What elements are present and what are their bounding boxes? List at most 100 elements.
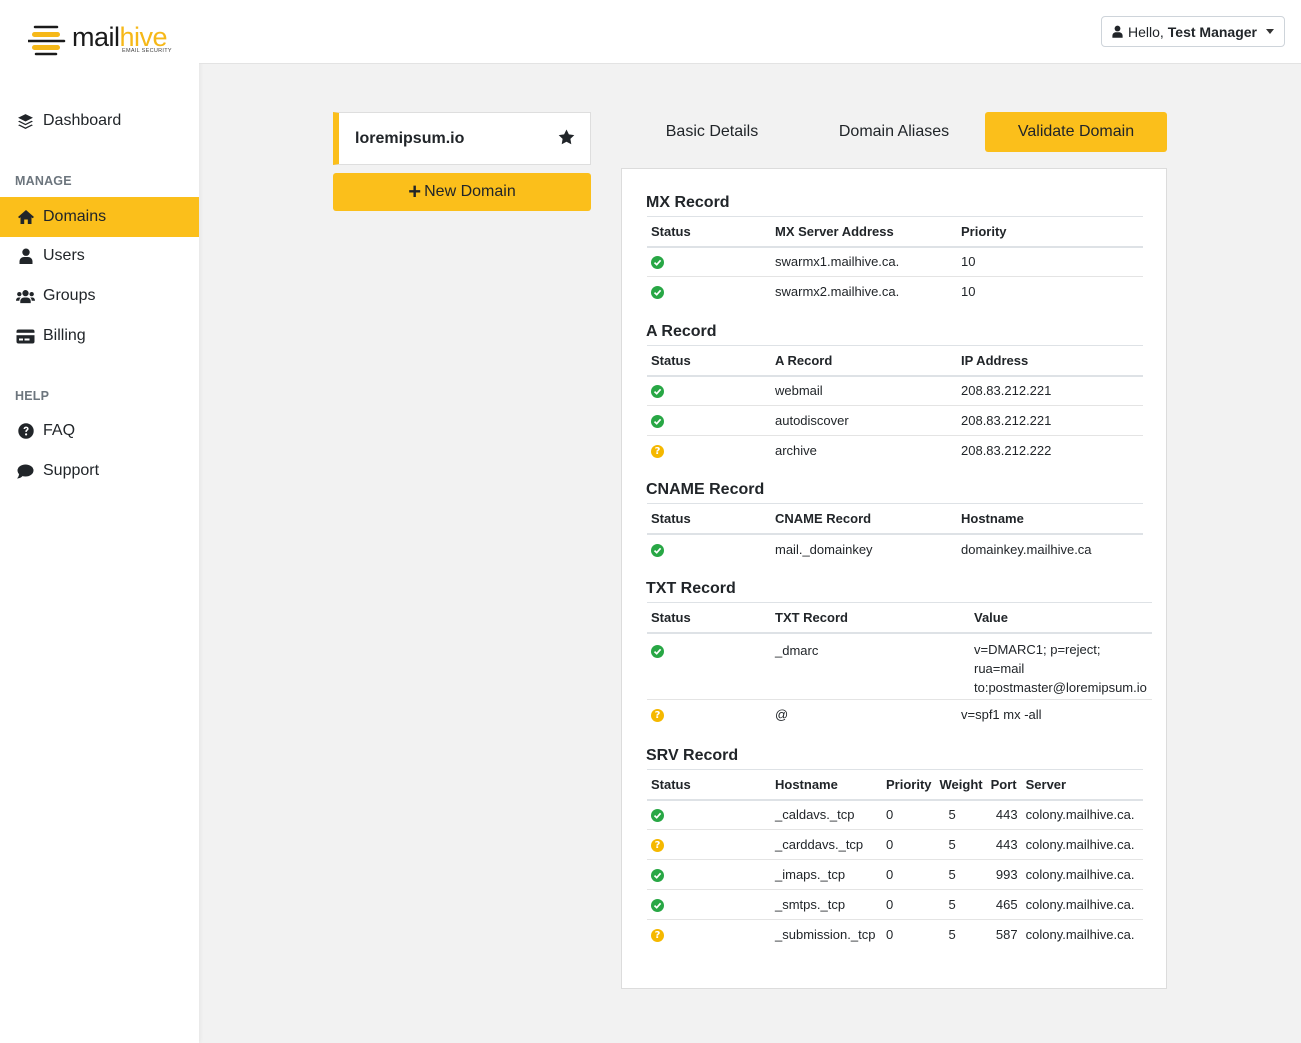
srv-weight: 5 [948, 927, 956, 943]
cname-record-name: mail._domainkey [775, 541, 873, 557]
user-name: Test Manager [1167, 23, 1257, 40]
ip-address: 208.83.212.221 [957, 405, 1143, 436]
column-header: Hostname [771, 769, 882, 801]
column-header: Priority [957, 216, 1143, 248]
column-header: Status [647, 345, 771, 377]
tab-basic-details[interactable]: Basic Details [665, 123, 759, 140]
user-icon [1112, 25, 1123, 38]
srv-weight: 5 [935, 829, 987, 860]
srv-port: 465 [986, 889, 1022, 920]
sidebar-item-billing[interactable]: Billing [0, 316, 199, 356]
user-menu-button[interactable]: Hello, Test Manager [1100, 16, 1285, 47]
logo-hive-icon [28, 25, 66, 56]
help-heading: HELP [15, 389, 50, 403]
srv-port: 443 [986, 829, 1022, 860]
check-circle-icon [651, 543, 664, 557]
logo-wordmark: mailhive [72, 22, 168, 52]
a-record-name: webmail [771, 375, 957, 406]
question-circle-icon: ? [651, 929, 664, 943]
column-header: Priority [882, 769, 936, 801]
check-circle-icon [651, 415, 664, 429]
sidebar-item-label: Domains [43, 208, 107, 225]
question-circle-icon: ? [651, 445, 664, 459]
table-row: ? _carddavs._tcp 0 5 443 colony.mailhive… [647, 829, 1143, 860]
sidebar-item-label: FAQ [43, 422, 76, 439]
home-icon [16, 208, 35, 226]
sidebar-item-groups[interactable]: Groups [0, 276, 199, 316]
users-group-icon [16, 287, 35, 305]
table-row: mail._domainkey domainkey.mailhive.ca [647, 534, 1143, 564]
table-row: ? archive 208.83.212.222 [647, 436, 1143, 466]
domain-name: loremipsum.io [355, 129, 465, 147]
ip-address: 208.83.212.221 [957, 375, 1143, 406]
a-record-title: A Record [646, 323, 717, 340]
srv-hostname: _submission._tcp [775, 927, 876, 943]
sidebar-item-label: Billing [43, 327, 86, 344]
table-header-row: Status A Record IP Address [647, 345, 1143, 377]
sidebar-item-users[interactable]: Users [0, 236, 199, 276]
sidebar-item-label: Dashboard [43, 112, 122, 129]
cname-hostname: domainkey.mailhive.ca [961, 541, 1092, 557]
table-header-row: Status MX Server Address Priority [647, 216, 1143, 248]
column-header: Hostname [957, 503, 1143, 535]
user-icon [16, 247, 35, 265]
table-row: _dmarc v=DMARC1; p=reject; rua=mail to:po… [647, 632, 1152, 700]
table-row: webmail 208.83.212.221 [647, 375, 1143, 406]
column-header: Value [970, 602, 1152, 634]
a-record-table: Status A Record IP Address webmail 208.8… [647, 345, 1143, 466]
column-header: CNAME Record [771, 503, 957, 535]
srv-priority: 0 [882, 799, 936, 830]
mx-record-table: Status MX Server Address Priority swarmx… [647, 216, 1143, 307]
plus-icon: + [408, 179, 422, 204]
star-icon[interactable] [558, 129, 575, 150]
mx-priority: 10 [961, 284, 976, 300]
mx-server-address: swarmx2.mailhive.ca. [775, 284, 900, 300]
mx-record-title: MX Record [646, 194, 730, 211]
txt-record-name: @ [775, 707, 789, 723]
question-circle-icon [16, 422, 35, 440]
column-header: MX Server Address [771, 216, 957, 248]
srv-priority: 0 [882, 859, 936, 890]
table-row: _smtps._tcp 0 5 465 colony.mailhive.ca. [647, 889, 1143, 920]
sidebar-item-support[interactable]: Support [0, 451, 199, 491]
mx-priority: 10 [957, 246, 1143, 277]
column-header: Server [1021, 769, 1143, 801]
srv-hostname: _caldavs._tcp [771, 799, 882, 830]
srv-priority: 0 [882, 829, 936, 860]
sidebar-item-dashboard[interactable]: Dashboard [0, 101, 199, 141]
srv-port: 587 [995, 927, 1018, 943]
table-header-row: Status TXT Record Value [647, 602, 1152, 634]
srv-weight: 5 [935, 859, 987, 890]
srv-server: colony.mailhive.ca. [1021, 829, 1143, 860]
manage-heading: MANAGE [15, 174, 72, 188]
a-record-name: archive [775, 443, 817, 459]
column-header: Status [647, 216, 771, 248]
check-circle-icon [651, 385, 664, 399]
new-domain-button[interactable]: + New Domain [333, 173, 591, 211]
tab-validate-domain[interactable]: Validate Domain [985, 112, 1167, 152]
txt-value: v=DMARC1; p=reject; rua=mail to:postmaste… [970, 632, 1152, 700]
mailhive-logo[interactable]: mailhive EMAIL SECURITY [28, 22, 178, 58]
column-header: Status [647, 503, 771, 535]
check-circle-icon [651, 869, 664, 883]
table-header-row: Status CNAME Record Hostname [647, 503, 1143, 535]
sidebar-item-label: Groups [43, 287, 96, 304]
srv-hostname: _carddavs._tcp [771, 829, 882, 860]
tab-domain-aliases[interactable]: Domain Aliases [838, 123, 950, 140]
srv-server: colony.mailhive.ca. [1021, 799, 1143, 830]
layers-icon [16, 112, 35, 130]
logo-tagline: EMAIL SECURITY [122, 48, 172, 54]
srv-hostname: _smtps._tcp [771, 889, 882, 920]
srv-server: colony.mailhive.ca. [1025, 927, 1135, 943]
sidebar-item-domains[interactable]: Domains [0, 197, 199, 237]
cname-record-title: CNAME Record [646, 481, 765, 498]
txt-record-title: TXT Record [646, 580, 736, 597]
column-header: Status [647, 769, 771, 801]
a-record-name: autodiscover [771, 405, 957, 436]
column-header: TXT Record [771, 602, 970, 634]
sidebar-item-label: Users [43, 247, 85, 264]
srv-record-table: Status Hostname Priority Weight Port Ser… [647, 769, 1143, 950]
sidebar-item-faq[interactable]: FAQ [0, 411, 199, 451]
srv-priority: 0 [882, 889, 936, 920]
domain-list-item[interactable]: loremipsum.io [333, 112, 591, 165]
